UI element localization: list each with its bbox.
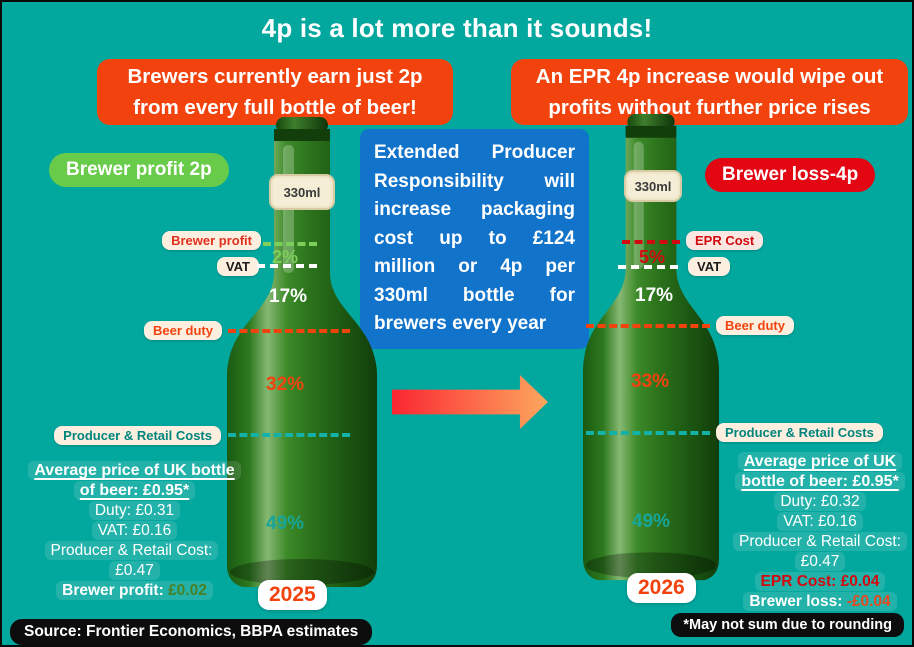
- brewer-profit-pct-left: 2%: [272, 247, 299, 267]
- producer-line-left: Producer & Retail Cost: £0.47: [44, 541, 219, 580]
- vat-tag-right: VAT: [688, 257, 731, 276]
- transition-arrow-icon: [392, 375, 548, 429]
- price-breakdown-right: Average price of UK bottle of beer: £0.9…: [722, 452, 912, 612]
- producer-line-right: Producer & Retail Cost: £0.47: [733, 532, 907, 571]
- loss-line-right: Brewer loss: -£0.04: [743, 592, 897, 611]
- callout-brewers-earn-text: Brewers currently earn just 2p from ever…: [127, 65, 423, 119]
- callout-epr-increase: An EPR 4p increase would wipe out profit…: [511, 59, 908, 125]
- bottle-cap-right: [627, 113, 675, 130]
- producer-retail-dash-left: [228, 433, 350, 437]
- beer-bottle-right-illustration: [583, 113, 719, 581]
- beer-duty-dash-left: [228, 329, 350, 333]
- vat-dash-left: [257, 264, 317, 268]
- callout-brewers-earn: Brewers currently earn just 2p from ever…: [97, 59, 453, 125]
- vat-pct-left: 17%: [269, 286, 308, 307]
- epr-cost-dash-right: [622, 240, 680, 244]
- breakdown-heading-right: Average price of UK bottle of beer: £0.9…: [735, 452, 905, 491]
- profit-label-left: Brewer profit:: [62, 582, 164, 599]
- volume-label-left: 330ml: [269, 174, 335, 210]
- vat-line-left: VAT: £0.16: [91, 521, 178, 540]
- profit-line-left: Brewer profit: £0.02: [56, 581, 213, 600]
- beer-bottle-left-illustration: [227, 117, 377, 587]
- duty-line-right: Duty: £0.32: [774, 492, 866, 511]
- producer-retail-pct-right: 49%: [632, 511, 671, 532]
- brewer-profit-tag-left: Brewer profit: [162, 231, 261, 250]
- epr-line-right: EPR Cost: £0.04: [754, 572, 886, 591]
- callout-epr-increase-text: An EPR 4p increase would wipe out profit…: [535, 65, 884, 119]
- beer-duty-tag-left: Beer duty: [144, 321, 222, 340]
- breakdown-heading-left: Average price of UK bottle of beer: £0.9…: [28, 461, 241, 500]
- brewer-profit-badge: Brewer profit 2p: [49, 153, 229, 187]
- duty-line-left: Duty: £0.31: [88, 501, 181, 520]
- vat-tag-left: VAT: [216, 257, 259, 276]
- producer-retail-pct-left: 49%: [266, 513, 305, 534]
- beer-duty-tag-right: Beer duty: [716, 316, 794, 335]
- price-breakdown-left: Average price of UK bottle of beer: £0.9…: [27, 461, 242, 601]
- volume-label-right: 330ml: [624, 170, 682, 202]
- source-note: Source: Frontier Economics, BBPA estimat…: [10, 619, 373, 645]
- epr-cost-pct-right: 5%: [639, 247, 666, 267]
- loss-label-right: Brewer loss:: [749, 593, 843, 610]
- year-label-2026: 2026: [627, 573, 696, 603]
- epr-description-box: Extended Producer Responsibility will in…: [360, 129, 589, 349]
- producer-retail-tag-right: Producer & Retail Costs: [716, 423, 883, 442]
- brewer-profit-dash-left: [263, 242, 317, 246]
- rounding-note: *May not sum due to rounding: [671, 613, 904, 637]
- vat-line-right: VAT: £0.16: [777, 512, 863, 531]
- profit-value-left: £0.02: [168, 582, 207, 599]
- beer-duty-pct-left: 32%: [266, 374, 305, 395]
- page-title: 4p is a lot more than it sounds!: [261, 13, 653, 43]
- year-label-2025: 2025: [258, 580, 327, 610]
- vat-dash-right: [618, 265, 678, 269]
- loss-value-right: -£0.04: [846, 593, 891, 610]
- brewer-loss-badge: Brewer loss-4p: [705, 158, 876, 192]
- beer-duty-dash-right: [586, 324, 710, 328]
- epr-cost-tag-right: EPR Cost: [686, 231, 764, 250]
- beer-duty-pct-right: 33%: [631, 371, 670, 392]
- producer-retail-dash-right: [586, 431, 710, 435]
- vat-pct-right: 17%: [635, 285, 674, 306]
- producer-retail-tag-left: Producer & Retail Costs: [54, 426, 221, 445]
